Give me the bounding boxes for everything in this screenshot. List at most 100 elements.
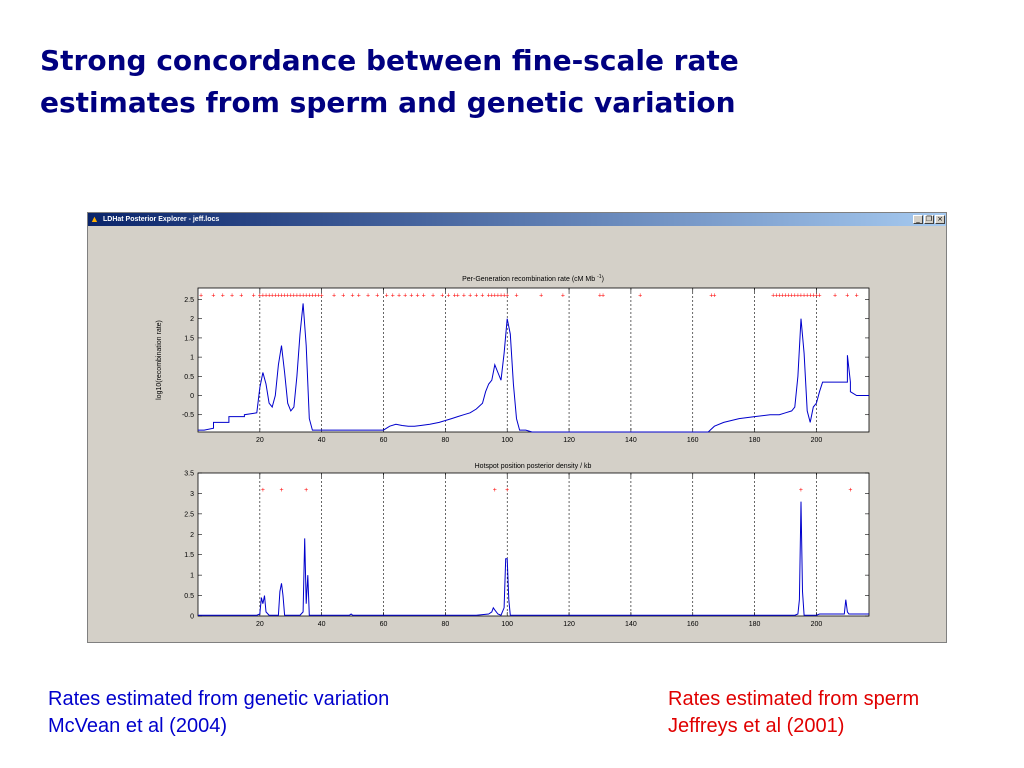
rate-marker: + xyxy=(796,292,800,299)
rate-marker: + xyxy=(539,292,543,299)
rate-marker: + xyxy=(771,292,775,299)
rate-marker: + xyxy=(493,292,497,299)
rate-marker: + xyxy=(366,292,370,299)
rate-marker: + xyxy=(258,292,262,299)
rate-marker: + xyxy=(313,292,317,299)
density-ytick-label: 1 xyxy=(190,573,194,580)
rate-ytick-label: -0.5 xyxy=(182,412,194,419)
rate-marker: + xyxy=(317,292,321,299)
rate-marker: + xyxy=(440,292,444,299)
rate-marker: + xyxy=(292,292,296,299)
rate-ytick-label: 0 xyxy=(190,393,194,400)
rate-marker: + xyxy=(814,292,818,299)
minimize-icon[interactable]: _ xyxy=(913,215,923,224)
density-marker: + xyxy=(279,487,283,494)
restore-icon[interactable]: ❐ xyxy=(924,215,934,224)
rate-marker: + xyxy=(833,292,837,299)
rate-marker: + xyxy=(802,292,806,299)
caption-right-line-1: Rates estimated from sperm xyxy=(668,688,920,710)
rate-marker: + xyxy=(845,292,849,299)
rate-marker: + xyxy=(787,292,791,299)
rate-marker: + xyxy=(279,292,283,299)
rate-marker: + xyxy=(490,292,494,299)
rate-marker: + xyxy=(298,292,302,299)
rate-marker: + xyxy=(270,292,274,299)
rate-marker: + xyxy=(499,292,503,299)
close-icon[interactable]: × xyxy=(935,215,945,224)
density-xtick-label: 200 xyxy=(811,621,823,628)
rate-marker: + xyxy=(267,292,271,299)
density-marker: + xyxy=(261,487,265,494)
slide-title-line-1: Strong concordance between fine-scale ra… xyxy=(40,44,739,77)
rate-ylabel: log10(recombination rate) xyxy=(156,320,163,400)
density-ytick-label: 1.5 xyxy=(184,552,194,559)
rate-marker: + xyxy=(780,292,784,299)
density-plot-area xyxy=(197,472,870,617)
rate-marker: + xyxy=(341,292,345,299)
matlab-icon: ▲ xyxy=(90,214,99,224)
density-marker: + xyxy=(799,487,803,494)
rate-marker: + xyxy=(805,292,809,299)
caption-sperm: Rates estimated from sperm Jeffreys et a… xyxy=(668,686,919,740)
rate-marker: + xyxy=(409,292,413,299)
rate-marker: + xyxy=(332,292,336,299)
rate-marker: + xyxy=(774,292,778,299)
rate-marker: + xyxy=(375,292,379,299)
density-xtick-label: 60 xyxy=(380,621,388,628)
density-xtick-label: 180 xyxy=(749,621,761,628)
rate-marker: + xyxy=(638,292,642,299)
caption-genetic-variation: Rates estimated from genetic variation M… xyxy=(48,686,389,740)
density-marker: + xyxy=(848,487,852,494)
density-ytick-label: 3.5 xyxy=(184,471,194,478)
rate-line xyxy=(198,303,869,433)
rate-marker: + xyxy=(431,292,435,299)
density-ytick-label: 3 xyxy=(190,491,194,498)
density-marker: + xyxy=(304,487,308,494)
rate-xtick-label: 60 xyxy=(380,437,388,444)
rate-plot-title-main: Per-Generation recombination rate (cM Mb xyxy=(462,276,595,283)
rate-ytick-label: 2 xyxy=(190,316,194,323)
rate-marker: + xyxy=(808,292,812,299)
caption-right-line-2: Jeffreys et al (2001) xyxy=(668,715,845,737)
rate-marker: + xyxy=(777,292,781,299)
rate-plot-area xyxy=(197,287,870,433)
rate-marker: + xyxy=(446,292,450,299)
rate-ytick-label: 1 xyxy=(190,355,194,362)
density-ytick-label: 2.5 xyxy=(184,511,194,518)
plot-canvas: 20 40 60 80 100 120 140 160 180 200-0.500.511.522… xyxy=(156,274,870,628)
rate-xtick-label: 20 xyxy=(256,437,264,444)
rate-xtick-label: 160 xyxy=(687,437,699,444)
rate-marker: + xyxy=(598,292,602,299)
rate-marker: + xyxy=(480,292,484,299)
rate-marker: + xyxy=(453,292,457,299)
rate-marker: + xyxy=(273,292,277,299)
window-title: LDHat Posterior Explorer - jeff.locs xyxy=(103,216,220,223)
rate-title-superscript: -1 xyxy=(597,274,602,280)
rate-marker: + xyxy=(415,292,419,299)
rate-marker: + xyxy=(783,292,787,299)
rate-marker: + xyxy=(403,292,407,299)
rate-marker: + xyxy=(301,292,305,299)
slide-title: Strong concordance between fine-scale ra… xyxy=(40,40,1000,124)
rate-marker: + xyxy=(422,292,426,299)
density-xtick-label: 120 xyxy=(563,621,575,628)
rate-marker: + xyxy=(199,292,203,299)
density-xtick-label: 140 xyxy=(625,621,637,628)
rate-marker: + xyxy=(793,292,797,299)
density-xtick-label: 40 xyxy=(318,621,326,628)
rate-marker: + xyxy=(811,292,815,299)
rate-marker: + xyxy=(514,292,518,299)
rate-marker: + xyxy=(496,292,500,299)
caption-left-line-1: Rates estimated from genetic variation xyxy=(48,688,390,710)
density-xtick-label: 20 xyxy=(256,621,264,628)
rate-xtick-label: 120 xyxy=(563,437,575,444)
rate-marker: + xyxy=(261,292,265,299)
rate-marker: + xyxy=(295,292,299,299)
window-titlebar[interactable]: ▲ LDHat Posterior Explorer - jeff.locs _… xyxy=(88,213,946,226)
density-ytick-label: 2 xyxy=(190,532,194,539)
density-xtick-label: 80 xyxy=(441,621,449,628)
rate-marker: + xyxy=(264,292,268,299)
rate-plot-title: Per-Generation recombination rate (cM Mb… xyxy=(462,274,604,283)
rate-marker: + xyxy=(505,292,509,299)
rate-marker: + xyxy=(456,292,460,299)
